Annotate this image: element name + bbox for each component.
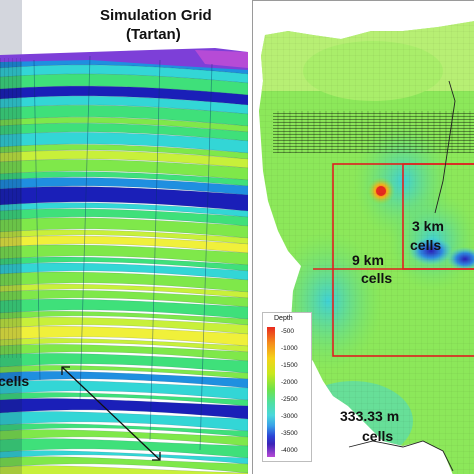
legend-tick: -4000 (281, 447, 298, 454)
grid-layer (0, 423, 248, 438)
grid-layer (0, 380, 248, 401)
grid-layer (0, 392, 248, 407)
grid-layer (0, 144, 248, 160)
simulation-grid-panel: Simulation Grid (Tartan) (0, 0, 248, 474)
grid-layer (0, 132, 248, 154)
legend-colorbar (267, 327, 275, 457)
legend-tick: -3500 (281, 430, 298, 437)
grid-layer (0, 64, 248, 84)
legend-tick: -500 (281, 328, 295, 335)
grid-layer (0, 338, 248, 353)
region-3km-unit: cells (410, 237, 442, 253)
grid-layer (0, 202, 248, 218)
grid-layer (0, 177, 248, 196)
legend-title: Depth (274, 315, 293, 322)
grid-layer (0, 73, 248, 96)
grid-layer (0, 271, 248, 293)
grid-layer (0, 229, 248, 245)
vertical-cell-lines (33, 55, 213, 451)
grid-layer (0, 353, 248, 374)
grid-layer (0, 450, 248, 465)
top-surface (0, 48, 248, 70)
refinement-box-9km (332, 163, 474, 357)
depth-legend: Depth -500 -1000 -1500 -2000 -2500 -3000… (262, 312, 312, 462)
grid-layer (0, 398, 248, 420)
grid-layer (0, 117, 248, 133)
region-9km-label: 9 km (352, 252, 384, 268)
grid-layer (0, 235, 248, 254)
legend-tick: -3000 (281, 413, 298, 420)
resolution-value: 333.33 m (340, 408, 400, 424)
grid-layer (0, 438, 248, 459)
region-9km-unit: cells (361, 270, 393, 286)
grid-layer (0, 244, 248, 266)
grid-layer (0, 262, 248, 281)
grid-layer (0, 104, 248, 127)
legend-tick: -2000 (281, 379, 298, 386)
dense-column-fence (0, 58, 22, 358)
grid-layer (0, 95, 248, 115)
grid-layer (0, 411, 248, 432)
grid-layer (0, 289, 248, 308)
grid-layer (0, 298, 248, 320)
left-cells-label: cells (0, 373, 30, 389)
grid-layer (0, 186, 248, 212)
grid-layer (0, 159, 248, 181)
grid-layer (0, 326, 248, 347)
grid-layer (0, 217, 248, 239)
grid-layer (0, 456, 248, 474)
top-surface-highlight (195, 50, 248, 68)
grid-layer (0, 208, 248, 227)
simulation-grid-3d (0, 0, 248, 474)
legend-tick: -1500 (281, 362, 298, 369)
grid-layer (0, 310, 248, 326)
grid-layer (0, 344, 248, 362)
grid-layer (0, 283, 248, 299)
title-tartan: (Tartan) (126, 26, 181, 43)
legend-tick: -2500 (281, 396, 298, 403)
grid-layer (0, 85, 248, 106)
grid-layer (0, 316, 248, 335)
grid-layers (0, 0, 248, 474)
grid-layer (0, 429, 248, 447)
resolution-arrow (61, 366, 161, 461)
grid-layer (0, 123, 248, 142)
region-3km-label: 3 km (412, 218, 444, 234)
grid-layer (0, 150, 248, 169)
dense-row-band (273, 111, 474, 153)
grid-layer (0, 256, 248, 272)
title-simulation-grid: Simulation Grid (100, 7, 212, 24)
boundary-lines (348, 80, 456, 472)
resolution-unit: cells (362, 428, 394, 444)
legend-tick: -1000 (281, 345, 298, 352)
refinement-boxes (313, 163, 474, 357)
grid-layer (0, 465, 248, 474)
grid-layer (0, 171, 248, 187)
